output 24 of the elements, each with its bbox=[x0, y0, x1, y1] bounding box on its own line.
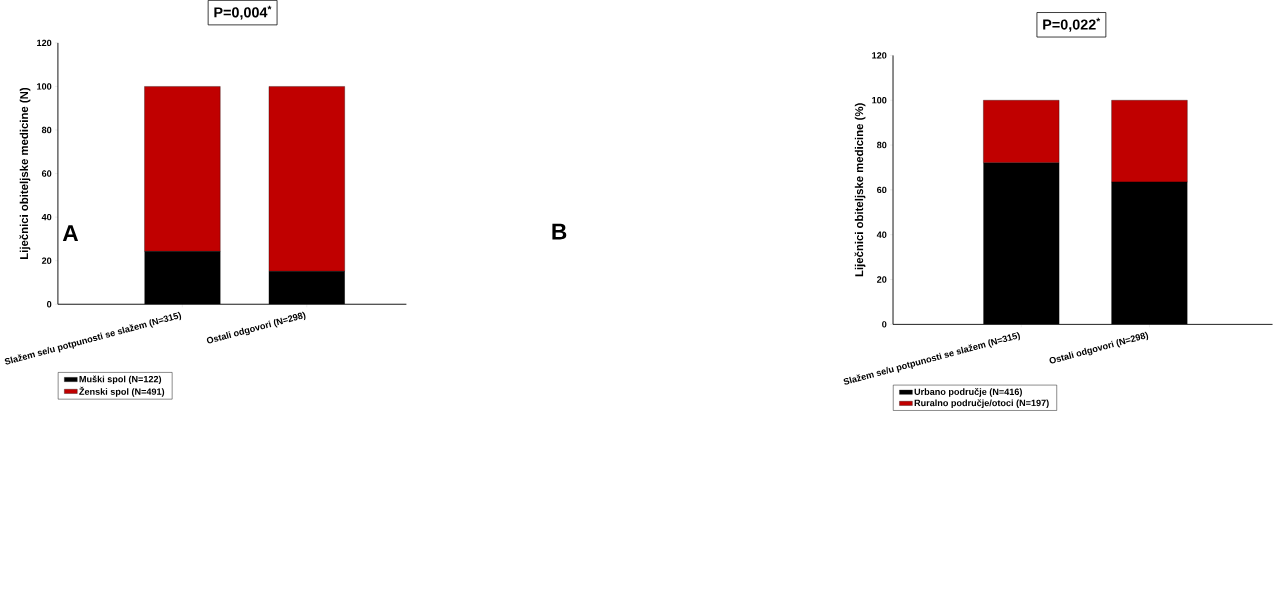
y-tick-label: 60 bbox=[41, 170, 52, 177]
legend-label: Ruralno područje/otoci (N=197) bbox=[914, 399, 1049, 409]
chart-title: P=0,004$^{*}$ bbox=[214, 5, 272, 20]
y-axis-title: Liječnici obiteljske medicine (N) bbox=[19, 88, 31, 260]
y-tick-label: 100 bbox=[37, 83, 52, 90]
y-tick-label: 20 bbox=[41, 257, 52, 265]
chart-title: P=0,022$^{*}$ bbox=[1043, 17, 1101, 32]
y-tick-label: 20 bbox=[877, 276, 887, 283]
y-tick-label: 100 bbox=[872, 97, 887, 104]
y-tick-label: 40 bbox=[876, 231, 887, 239]
legend-label: Urbano područje (N=416) bbox=[914, 388, 1022, 397]
y-tick-label: 60 bbox=[877, 186, 887, 194]
y-tick-label: 120 bbox=[37, 39, 52, 47]
y-tick-label: 0 bbox=[47, 301, 52, 308]
annotation: A bbox=[62, 225, 79, 242]
y-tick-label: 40 bbox=[41, 214, 52, 221]
legend-label: Ženski spol (N=491) bbox=[79, 386, 165, 397]
y-tick-label: 0 bbox=[882, 321, 887, 328]
y-tick-label: 80 bbox=[41, 126, 52, 134]
text: B bbox=[552, 223, 567, 240]
y-axis-title: Liječnici obiteljske medicine (%) bbox=[854, 103, 866, 277]
y-tick-label: 120 bbox=[872, 52, 887, 59]
y-tick-label: 80 bbox=[876, 142, 887, 149]
legend-label: Muški spol (N=122) bbox=[79, 375, 162, 385]
